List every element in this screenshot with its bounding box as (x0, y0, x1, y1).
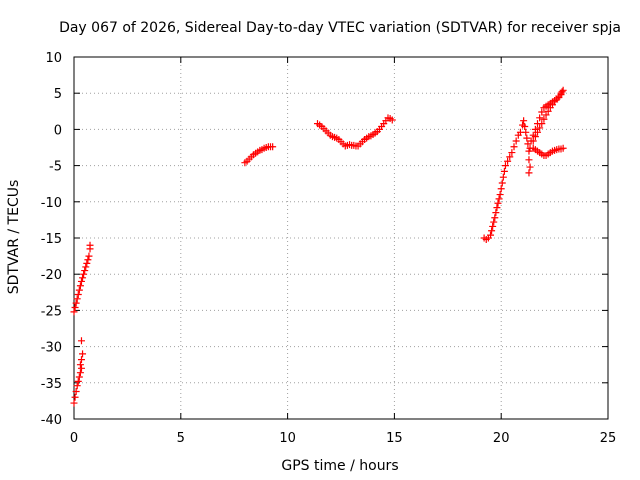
data-point (558, 88, 566, 96)
data-point (83, 259, 91, 267)
data-point (508, 149, 516, 157)
data-point (74, 290, 82, 298)
data-point (525, 169, 533, 177)
x-tick-label: 20 (493, 431, 510, 446)
data-point (559, 144, 567, 152)
data-point (534, 128, 542, 136)
data-point (495, 195, 503, 203)
x-tick-label: 5 (177, 431, 185, 446)
data-point (487, 231, 495, 239)
y-tick-label: 10 (45, 51, 62, 66)
data-point (500, 167, 508, 175)
data-point (72, 299, 80, 307)
data-point (77, 337, 85, 345)
data-point (526, 163, 534, 171)
data-point (75, 373, 83, 381)
data-point (73, 295, 81, 303)
data-point (498, 179, 506, 187)
y-tick-label: -35 (41, 377, 62, 392)
data-point (76, 369, 84, 377)
data-point (82, 263, 90, 271)
y-tick-label: 5 (54, 87, 62, 102)
data-point (72, 387, 80, 395)
data-point (504, 157, 512, 165)
data-point (269, 143, 277, 151)
x-tick-label: 0 (70, 431, 78, 446)
y-tick-label: -10 (41, 196, 62, 211)
data-point (536, 124, 544, 132)
data-point (529, 137, 537, 145)
y-tick-label: -15 (41, 232, 62, 247)
data-point (80, 270, 88, 278)
data-point (538, 120, 546, 128)
y-tick-label: -20 (41, 268, 62, 283)
data-point (499, 173, 507, 181)
data-point (536, 114, 544, 122)
data-point (76, 282, 84, 290)
data-point (525, 156, 533, 164)
data-point (76, 361, 84, 369)
data-point (510, 143, 518, 151)
y-axis-label: SDTVAR / TECUs (6, 180, 22, 295)
data-point (70, 308, 78, 316)
data-point (493, 204, 501, 212)
x-axis-label: GPS time / hours (281, 458, 398, 474)
data-point (522, 128, 530, 136)
data-point (494, 199, 502, 207)
data-point (496, 191, 504, 199)
data-point (520, 117, 528, 125)
grid-lines (74, 57, 608, 419)
data-point (538, 108, 546, 116)
data-point (521, 123, 529, 131)
data-point (489, 222, 497, 230)
data-point (542, 111, 550, 119)
data-point (531, 133, 539, 141)
axis-ticks: 0 5 10 15 20 25 -40 -35 -30 -25 -20 -15 -10 -5 0 5 10 (41, 51, 617, 446)
data-point (81, 267, 89, 275)
y-tick-label: -40 (41, 413, 62, 428)
data-point (86, 241, 94, 249)
data-point (492, 209, 500, 217)
data-point (71, 393, 79, 401)
data-point (501, 162, 509, 170)
data-point (523, 134, 531, 142)
data-point (77, 364, 85, 372)
data-point (544, 107, 552, 115)
data-point (79, 274, 87, 282)
data-point (512, 137, 520, 145)
data-point (84, 256, 92, 264)
data-point (73, 382, 81, 390)
data-point (70, 399, 78, 407)
y-tick-label: -25 (41, 304, 62, 319)
data-point (497, 185, 505, 193)
data-point (85, 252, 93, 260)
x-tick-label: 25 (600, 431, 617, 446)
data-points (70, 86, 567, 407)
data-point (540, 115, 548, 123)
data-point (557, 89, 565, 97)
y-tick-label: 0 (54, 123, 62, 138)
data-point (77, 277, 85, 285)
x-tick-label: 10 (279, 431, 296, 446)
data-point (488, 227, 496, 235)
data-point (388, 116, 396, 124)
x-tick-label: 15 (386, 431, 403, 446)
data-point (75, 286, 83, 294)
chart-title: Day 067 of 2026, Sidereal Day-to-day VTE… (59, 20, 621, 36)
y-tick-label: -30 (41, 341, 62, 356)
data-point (491, 214, 499, 222)
data-point (490, 218, 498, 226)
y-tick-label: -5 (49, 160, 62, 175)
data-point (79, 350, 87, 358)
data-point (71, 304, 79, 312)
data-point (77, 356, 85, 364)
data-point (506, 153, 514, 161)
data-point (74, 377, 82, 385)
